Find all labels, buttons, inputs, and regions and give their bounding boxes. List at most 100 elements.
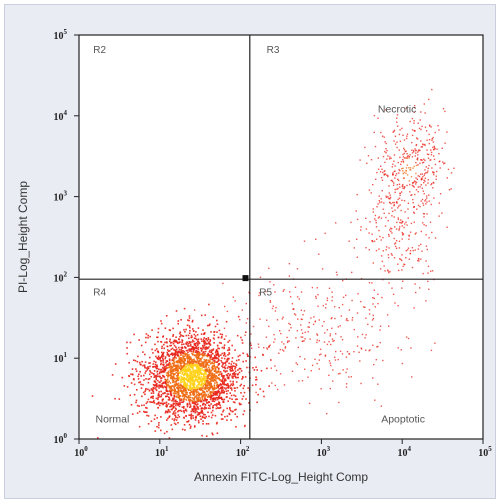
data-point — [416, 159, 419, 161]
data-point — [228, 352, 230, 354]
data-point — [175, 340, 177, 343]
data-point — [188, 364, 190, 366]
data-point — [221, 352, 224, 355]
data-point — [436, 170, 438, 173]
data-point — [188, 368, 191, 371]
data-point — [207, 374, 209, 377]
data-point — [227, 400, 229, 402]
data-point — [399, 140, 402, 143]
data-point — [182, 358, 185, 360]
data-point — [332, 340, 334, 342]
data-point — [160, 416, 162, 418]
data-point — [167, 353, 169, 356]
data-point — [339, 350, 342, 352]
data-point — [173, 368, 176, 371]
data-point — [206, 399, 208, 401]
data-point — [424, 200, 426, 202]
data-point — [226, 370, 228, 372]
data-point — [183, 350, 186, 353]
data-point — [214, 351, 217, 354]
data-point — [274, 310, 277, 312]
data-point — [318, 253, 320, 255]
data-point — [373, 289, 375, 291]
data-point — [198, 369, 201, 372]
data-point — [356, 312, 359, 314]
data-point — [425, 203, 427, 205]
data-point — [205, 393, 207, 396]
data-point — [180, 365, 183, 368]
data-point — [225, 335, 227, 337]
data-point — [377, 293, 379, 295]
data-point — [342, 279, 344, 282]
data-point — [414, 283, 416, 285]
data-point — [442, 108, 445, 110]
data-point — [239, 384, 242, 387]
data-point — [199, 384, 201, 386]
data-point — [207, 380, 209, 382]
data-point — [396, 146, 398, 149]
data-point — [358, 351, 360, 353]
data-point — [171, 399, 173, 402]
data-point — [373, 131, 375, 134]
data-point — [191, 347, 194, 349]
data-point — [400, 349, 402, 351]
data-point — [411, 184, 414, 187]
data-point — [446, 177, 448, 179]
data-point — [424, 144, 426, 146]
data-point — [235, 364, 238, 367]
data-point — [178, 362, 180, 364]
data-point — [411, 156, 414, 158]
data-point — [316, 339, 318, 341]
data-point — [182, 401, 184, 404]
data-point — [398, 269, 400, 272]
data-point — [297, 346, 299, 349]
data-point — [197, 412, 200, 414]
data-point — [206, 339, 209, 342]
data-point — [138, 410, 141, 413]
data-point — [226, 367, 229, 369]
data-point — [200, 410, 203, 412]
data-point — [176, 367, 179, 370]
data-point — [188, 345, 190, 347]
data-point — [202, 329, 204, 331]
data-point — [197, 374, 199, 376]
data-point — [207, 371, 210, 373]
data-point — [181, 358, 183, 361]
data-point — [399, 258, 401, 260]
data-point — [380, 255, 383, 257]
data-point — [323, 341, 326, 343]
gate-handle[interactable] — [242, 275, 249, 282]
data-point — [183, 328, 185, 331]
data-point — [201, 387, 203, 389]
data-point — [180, 349, 183, 351]
data-point — [181, 343, 183, 346]
data-point — [415, 144, 418, 146]
data-point — [185, 384, 187, 386]
data-point — [222, 401, 225, 403]
data-point — [144, 372, 147, 374]
data-point — [207, 341, 210, 344]
data-point — [220, 392, 222, 394]
data-point — [169, 372, 172, 374]
data-point — [182, 356, 185, 359]
data-point — [184, 363, 187, 365]
data-point — [242, 360, 244, 363]
data-point — [181, 381, 184, 383]
data-point — [432, 187, 434, 189]
data-point — [383, 202, 385, 204]
data-point — [228, 339, 231, 342]
data-point — [226, 310, 229, 313]
data-point — [216, 372, 218, 374]
data-point — [182, 398, 185, 400]
data-point — [218, 384, 221, 386]
data-point — [154, 375, 157, 378]
data-point — [217, 370, 220, 373]
data-point — [220, 359, 222, 362]
data-point — [243, 391, 246, 394]
data-point — [146, 411, 148, 413]
data-point — [202, 353, 204, 355]
data-point — [179, 403, 181, 406]
data-point — [185, 373, 188, 375]
data-point — [422, 222, 424, 224]
data-point — [174, 409, 176, 412]
